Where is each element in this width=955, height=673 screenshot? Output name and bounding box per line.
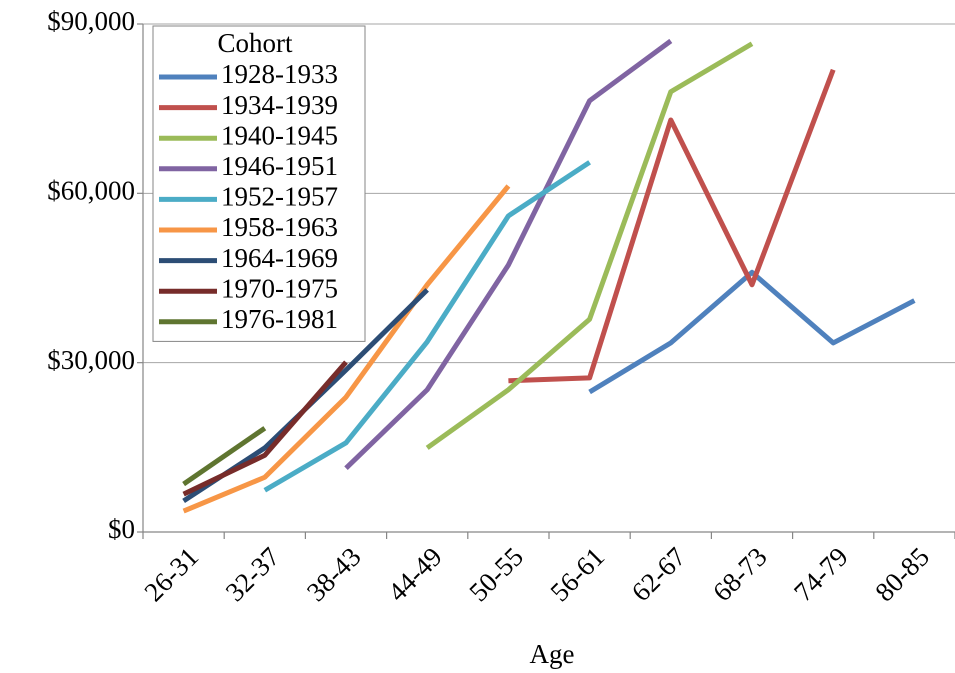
legend-label: 1928-1933 <box>221 59 338 89</box>
x-tick-label: 80-85 <box>869 541 935 607</box>
series-line <box>344 38 673 471</box>
legend-label: 1952-1957 <box>221 182 338 212</box>
x-axis-title: Age <box>530 639 575 669</box>
x-tick-label: 62-67 <box>626 541 692 607</box>
series-line <box>182 426 267 487</box>
series-line <box>263 160 591 493</box>
legend-label: 1934-1939 <box>221 90 338 120</box>
legend-label: 1976-1981 <box>221 304 338 334</box>
legend-label: 1946-1951 <box>221 151 338 181</box>
series-line <box>425 41 754 450</box>
x-tick-label: 32-37 <box>220 541 286 607</box>
series-line <box>588 269 916 395</box>
legend-label: 1940-1945 <box>221 120 338 150</box>
legend-label: 1970-1975 <box>221 273 338 303</box>
y-tick-label: $30,000 <box>47 345 135 375</box>
legend-title: Cohort <box>217 28 293 58</box>
series-line <box>508 68 836 384</box>
series-line <box>182 184 511 514</box>
x-tick-label: 44-49 <box>382 541 448 607</box>
x-tick-label: 38-43 <box>301 541 367 607</box>
legend-label: 1958-1963 <box>221 212 338 242</box>
legend-label: 1964-1969 <box>221 243 338 273</box>
series-line <box>182 360 348 497</box>
x-tick-label: 68-73 <box>707 541 773 607</box>
y-tick-label: $90,000 <box>47 6 135 36</box>
x-tick-label: 74-79 <box>788 541 854 607</box>
x-tick-label: 26-31 <box>138 541 204 607</box>
y-tick-label: $0 <box>108 514 135 544</box>
y-tick-label: $60,000 <box>47 176 135 206</box>
x-tick-label: 50-55 <box>463 541 529 607</box>
x-tick-label: 56-61 <box>544 541 610 607</box>
